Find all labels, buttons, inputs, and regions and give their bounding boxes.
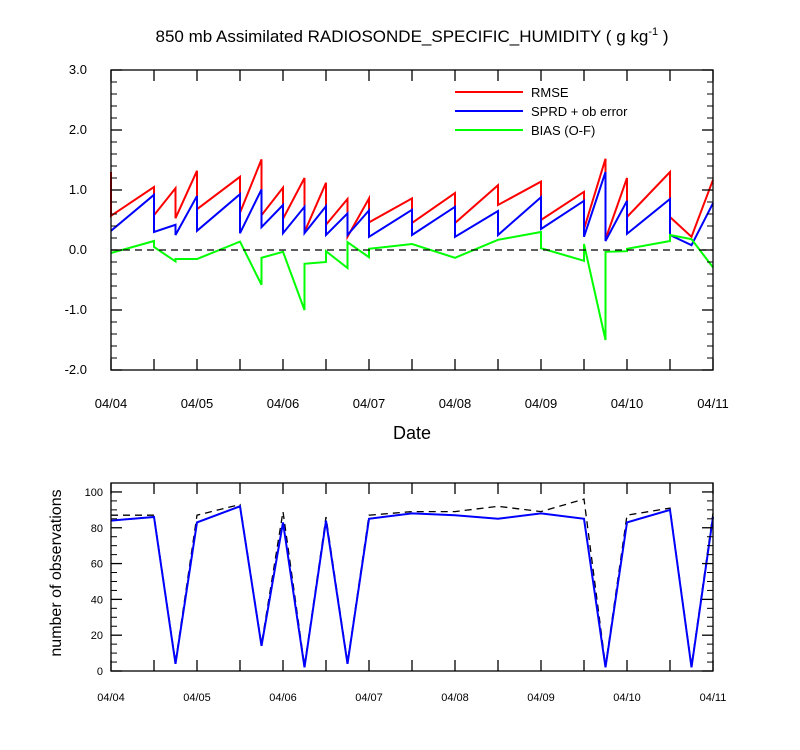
y-tick-label: 60: [91, 559, 103, 571]
y-tick-label: 2.0: [69, 122, 87, 137]
chart-title-main: 850 mb Assimilated RADIOSONDE_SPECIFIC_H…: [156, 27, 649, 46]
y-tick-label: -1.0: [65, 302, 87, 317]
y-tick-label: 0: [97, 666, 103, 678]
x-tick-label: 04/05: [181, 396, 214, 411]
x-tick-label: 04/04: [95, 396, 128, 411]
x-tick-label: 04/08: [441, 692, 469, 704]
y-tick-label: -2.0: [65, 362, 87, 377]
x-tick-label: 04/04: [97, 692, 125, 704]
legend-label-bias-o-f: BIAS (O-F): [531, 123, 595, 138]
series-line-bias-o-f: [110, 230, 714, 341]
x-tick-label: 04/07: [355, 692, 383, 704]
y-tick-label: 20: [91, 630, 103, 642]
y-tick-label: 3.0: [69, 62, 87, 77]
x-tick-label: 04/06: [267, 396, 300, 411]
legend-label-rmse: RMSE: [531, 85, 569, 100]
x-tick-label: 04/10: [613, 692, 641, 704]
x-tick-label: 04/06: [269, 692, 297, 704]
observation-count-panel: 0 20 40 60 80 100 04/04 04/05 04/06 04/07 04/08 04…: [48, 482, 727, 704]
humidity-statistics-panel: -2.0 -1.0 0.0 1.0 2.0 3.0 04/04 04/05 04/06 04/0…: [65, 62, 729, 443]
chart-title-end: ): [658, 27, 668, 46]
x-tick-label: 04/07: [353, 396, 386, 411]
x-tick-label: 04/08: [439, 396, 472, 411]
legend: RMSE SPRD + ob error BIAS (O-F): [455, 85, 628, 138]
y-axis-title: number of observations: [48, 489, 65, 656]
x-tick-label: 04/11: [697, 396, 729, 411]
chart-title-superscript: -1: [648, 26, 658, 38]
x-tick-label: 04/11: [700, 692, 727, 704]
y-tick-label: 1.0: [69, 182, 87, 197]
y-tick-label: 40: [91, 594, 103, 606]
bottom-plot-frame: [110, 482, 714, 672]
x-tick-label: 04/10: [611, 396, 644, 411]
series-line-assimilated-observations: [110, 504, 714, 668]
y-tick-label: 80: [91, 523, 103, 535]
legend-label-sprd-ob-error: SPRD + ob error: [531, 104, 628, 119]
x-tick-label: 04/05: [183, 692, 211, 704]
chart-title: 850 mb Assimilated RADIOSONDE_SPECIFIC_H…: [156, 26, 669, 46]
x-axis-title: Date: [393, 423, 431, 443]
series-line-sprd-ob-error: [110, 171, 714, 247]
x-tick-label: 04/09: [525, 396, 558, 411]
series-line-possible-observations: [111, 498, 714, 666]
y-tick-label: 0.0: [69, 242, 87, 257]
y-tick-label: 100: [85, 487, 103, 499]
x-tick-label: 04/09: [527, 692, 555, 704]
